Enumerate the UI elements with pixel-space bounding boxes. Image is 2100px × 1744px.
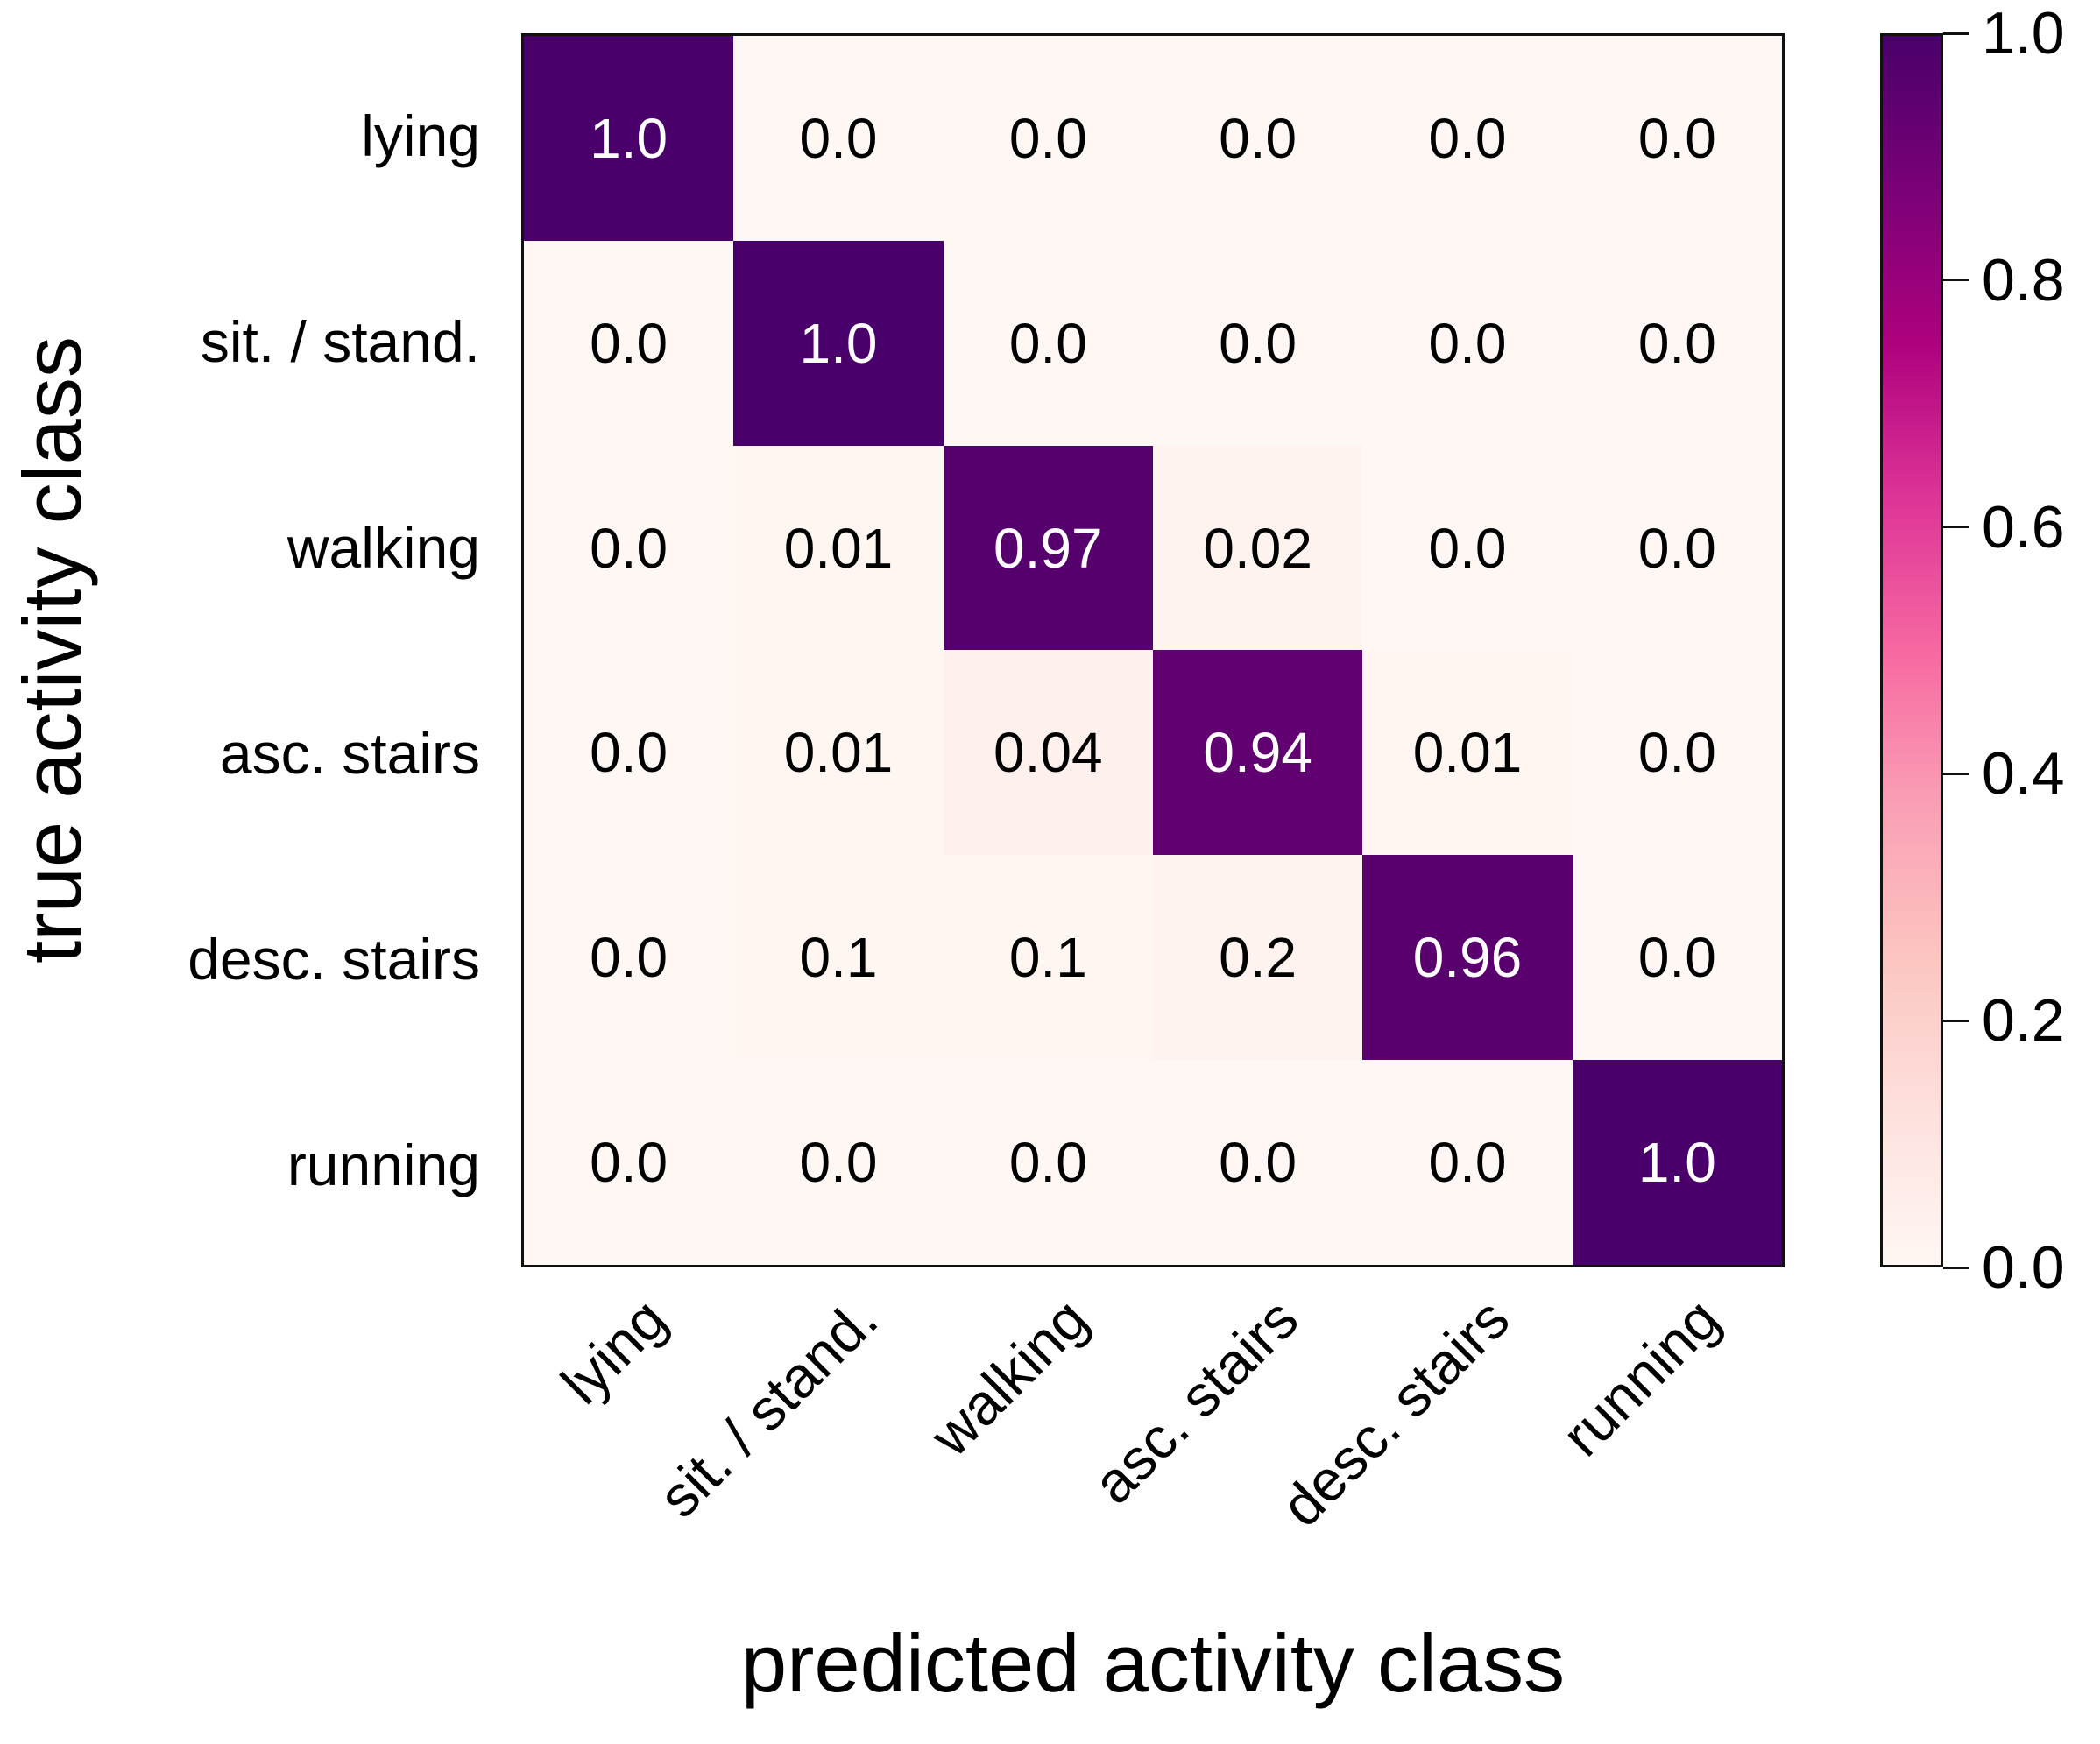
matrix-cell: 0.0 [1362, 1060, 1573, 1265]
matrix-cell: 0.0 [733, 1060, 944, 1265]
col-label: lying [548, 1286, 679, 1416]
matrix-cell: 0.0 [943, 240, 1153, 446]
matrix-cell: 1.0 [1572, 1060, 1782, 1265]
matrix-cell: 0.0 [1572, 240, 1782, 446]
matrix-cell: 0.01 [733, 445, 944, 651]
colorbar-tick-label: 0.0 [1982, 1234, 2065, 1301]
colorbar-tick-label: 1.0 [1982, 0, 2065, 67]
matrix-cell: 0.0 [1572, 36, 1782, 241]
confusion-matrix: 1.0 0.0 0.0 0.0 0.0 0.0 0.0 1.0 0.0 0.0 0.0 0.0 0.0 0… [521, 33, 1785, 1267]
col-label: sit. / stand. [646, 1286, 889, 1530]
row-label: walking [286, 515, 480, 581]
colorbar-tick [1943, 526, 1969, 529]
matrix-cell: 0.0 [524, 1060, 734, 1265]
row-label: lying [361, 103, 480, 169]
matrix-cell: 1.0 [524, 36, 734, 241]
matrix-cell: 0.0 [943, 1060, 1153, 1265]
colorbar-tick-label: 0.4 [1982, 740, 2065, 808]
colorbar [1880, 33, 1943, 1267]
col-label: walking [917, 1286, 1100, 1469]
matrix-cell: 0.94 [1152, 650, 1363, 856]
matrix-cell: 0.0 [1572, 855, 1782, 1061]
matrix-cell: 0.0 [1572, 650, 1782, 856]
matrix-cell: 0.0 [1362, 36, 1573, 241]
colorbar-tick [1943, 279, 1969, 282]
matrix-cell: 0.01 [733, 650, 944, 856]
matrix-cell: 0.0 [1362, 240, 1573, 446]
row-label: sit. / stand. [200, 309, 480, 375]
row-label: desc. stairs [187, 926, 480, 992]
colorbar-tick-label: 0.8 [1982, 246, 2065, 314]
matrix-cell: 0.0 [524, 445, 734, 651]
col-label: running [1549, 1286, 1732, 1469]
y-axis-title: true activity class [6, 336, 98, 964]
row-label: running [286, 1132, 480, 1197]
matrix-cell: 0.0 [1362, 445, 1573, 651]
matrix-cell: 0.0 [524, 855, 734, 1061]
matrix-cell: 0.0 [1152, 1060, 1363, 1265]
matrix-cell: 0.0 [1152, 36, 1363, 241]
colorbar-tick [1943, 772, 1969, 775]
matrix-cell: 0.0 [524, 240, 734, 446]
colorbar-tick-label: 0.6 [1982, 493, 2065, 561]
matrix-cell: 0.1 [943, 855, 1153, 1061]
matrix-cell: 0.0 [1152, 240, 1363, 446]
colorbar-tick [1943, 1266, 1969, 1269]
matrix-cell: 0.2 [1152, 855, 1363, 1061]
matrix-cell: 0.0 [524, 650, 734, 856]
row-label: asc. stairs [219, 720, 480, 786]
matrix-cell: 0.0 [1572, 445, 1782, 651]
matrix-cell: 0.0 [943, 36, 1153, 241]
colorbar-tick [1943, 1019, 1969, 1022]
matrix-cell: 0.01 [1362, 650, 1573, 856]
matrix-cell: 0.02 [1152, 445, 1363, 651]
matrix-cell: 0.04 [943, 650, 1153, 856]
matrix-cell: 1.0 [733, 240, 944, 446]
matrix-cell: 0.1 [733, 855, 944, 1061]
x-axis-title: predicted activity class [740, 1617, 1566, 1709]
matrix-cell: 0.97 [943, 445, 1153, 651]
colorbar-tick-label: 0.2 [1982, 987, 2065, 1055]
col-label: asc. stairs [1080, 1286, 1311, 1516]
colorbar-tick [1943, 32, 1969, 35]
matrix-cell: 0.96 [1362, 855, 1573, 1061]
matrix-cell: 0.0 [733, 36, 944, 241]
col-label: desc. stairs [1268, 1286, 1521, 1539]
